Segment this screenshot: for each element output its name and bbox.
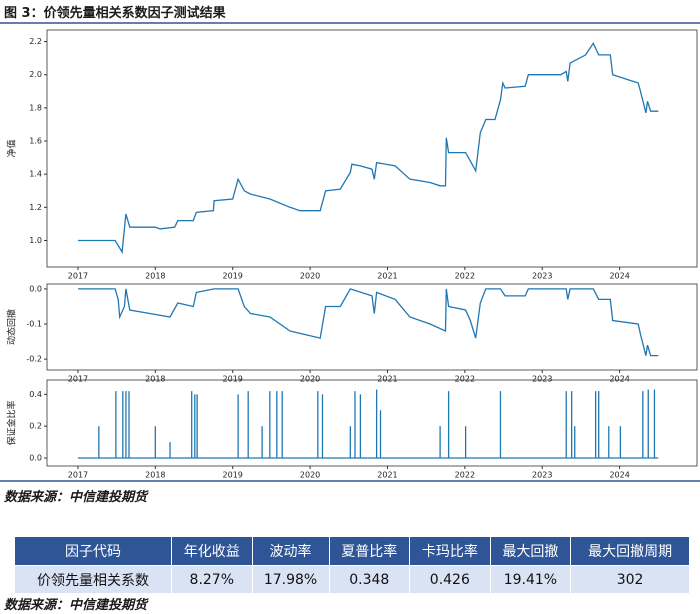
x-tick-label: 2024	[609, 375, 629, 384]
x-tick-label: 2024	[609, 272, 629, 281]
y-tick-label: 2.2	[29, 37, 42, 46]
header-cell: 年化收益	[171, 536, 253, 566]
y-tick-label: 1.6	[29, 137, 42, 146]
x-tick-label: 2017	[68, 375, 88, 384]
x-tick-label: 2023	[532, 272, 552, 281]
y-axis-label: 净值	[6, 139, 18, 157]
y-tick-label: 0.0	[29, 284, 42, 293]
header-cell: 波动率	[251, 536, 330, 566]
x-tick-label: 2018	[145, 471, 165, 480]
header-cell: 卡玛比率	[409, 536, 491, 566]
header-cell: 夏普比率	[328, 536, 411, 566]
y-tick-label: 1.2	[29, 203, 42, 212]
x-tick-label: 2024	[609, 471, 629, 480]
cell: 0.426	[409, 565, 491, 594]
figure-title: 图 3：价领先量相关系数因子测试结果	[4, 6, 226, 21]
y-tick-label: -0.2	[26, 355, 42, 364]
x-tick-label: 2017	[68, 471, 88, 480]
y-tick-label: 1.8	[29, 103, 42, 112]
x-tick-label: 2018	[145, 272, 165, 281]
x-tick-label: 2021	[377, 471, 397, 480]
y-tick-label: 1.0	[29, 236, 42, 245]
x-tick-label: 2022	[455, 375, 475, 384]
data-row: 价领先量相关系数 8.27% 17.98% 0.348 0.426 19.41%…	[14, 565, 690, 594]
cell: 19.41%	[489, 565, 572, 594]
x-tick-label: 2020	[300, 375, 320, 384]
header-cell: 最大回撤	[489, 536, 572, 566]
header-cell: 因子代码	[14, 536, 172, 566]
y-tick-label: 0.0	[29, 454, 42, 463]
data-line	[78, 41, 659, 255]
axes-frame	[46, 29, 698, 268]
cell: 17.98%	[251, 565, 330, 594]
y-tick-label: 1.4	[29, 170, 42, 179]
data-line	[78, 288, 659, 357]
cell: 302	[570, 565, 690, 594]
x-tick-label: 2021	[377, 272, 397, 281]
x-tick-label: 2020	[300, 471, 320, 480]
x-tick-label: 2022	[455, 471, 475, 480]
stats-table: 因子代码 年化收益 波动率 夏普比率 卡玛比率 最大回撤 最大回撤周期 价领先量…	[14, 536, 690, 594]
header-row: 因子代码 年化收益 波动率 夏普比率 卡玛比率 最大回撤 最大回撤周期	[14, 536, 690, 566]
axes-frame	[46, 379, 698, 467]
y-tick-label: 2.0	[29, 70, 42, 79]
x-tick-label: 2023	[532, 471, 552, 480]
y-axis-label: 动态回撤	[6, 309, 18, 345]
x-tick-label: 2019	[223, 375, 243, 384]
cell: 0.348	[328, 565, 411, 594]
x-tick-label: 2020	[300, 272, 320, 281]
axes-frame	[46, 283, 698, 371]
y-tick-label: 0.2	[29, 422, 42, 431]
x-tick-label: 2017	[68, 272, 88, 281]
cell: 8.27%	[171, 565, 253, 594]
x-tick-label: 2021	[377, 375, 397, 384]
x-tick-label: 2019	[223, 471, 243, 480]
x-tick-label: 2022	[455, 272, 475, 281]
y-tick-label: -0.1	[26, 320, 42, 329]
x-tick-label: 2018	[145, 375, 165, 384]
source-note: 数据来源：中信建投期货	[4, 490, 148, 505]
y-axis-label: 保证金比率	[6, 400, 18, 445]
x-tick-label: 2019	[223, 272, 243, 281]
y-tick-label: 0.4	[29, 390, 42, 399]
cell: 价领先量相关系数	[14, 565, 172, 594]
x-tick-label: 2023	[532, 375, 552, 384]
header-cell: 最大回撤周期	[570, 536, 690, 566]
source-note: 数据来源：中信建投期货	[4, 598, 148, 613]
